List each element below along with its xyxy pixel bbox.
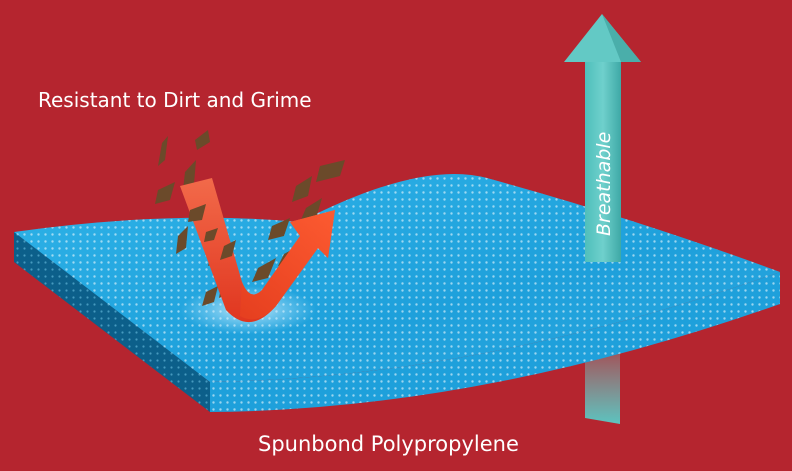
breathable-arrow-icon <box>564 14 641 262</box>
dirt-resistance-label: Resistant to Dirt and Grime <box>38 88 312 112</box>
material-label: Spunbond Polypropylene <box>258 432 519 456</box>
dirt-particles-front <box>188 204 236 260</box>
breathable-label: Breathable <box>593 132 615 236</box>
fabric-slab <box>14 173 780 412</box>
breathable-arrow-lower <box>585 345 620 424</box>
dirt-repel-arrow-icon <box>180 178 335 323</box>
